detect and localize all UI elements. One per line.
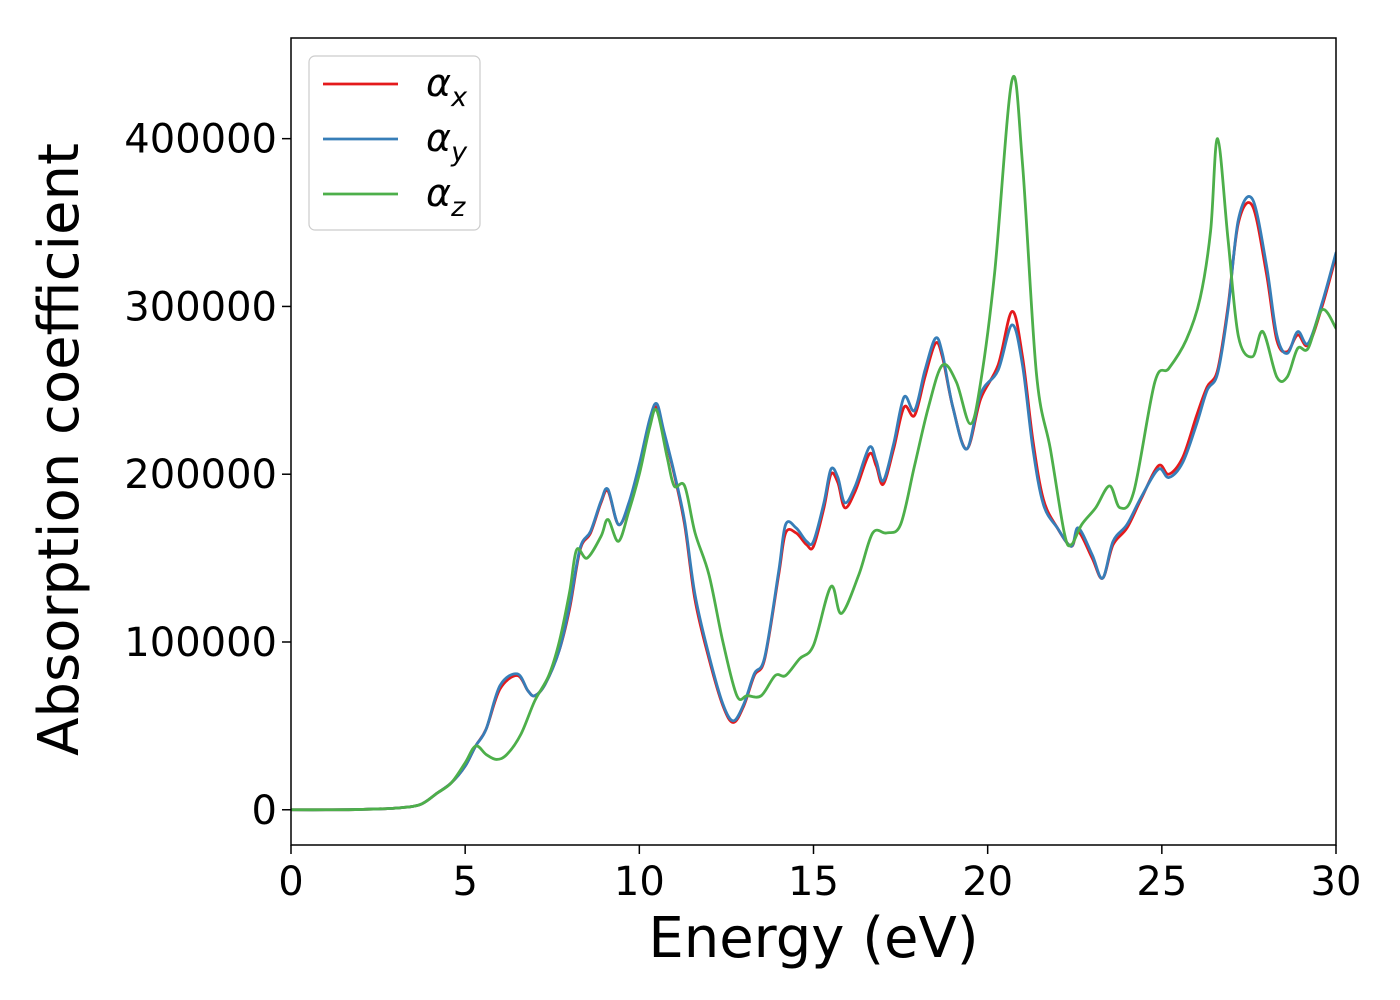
x-tick-label: 30 [1311, 859, 1362, 905]
x-tick-label: 20 [962, 859, 1013, 905]
y-axis-ticks: 0 100000 200000 300000 400000 [124, 117, 291, 834]
x-tick-label: 15 [788, 859, 839, 905]
legend-label-x: αx [426, 61, 468, 113]
y-tick-label: 300000 [124, 284, 277, 330]
x-tick-label: 25 [1136, 859, 1187, 905]
series-line-x [291, 201, 1336, 812]
series-line-y [291, 195, 1336, 812]
y-tick-label: 0 [252, 788, 277, 834]
y-tick-label: 100000 [124, 620, 277, 666]
x-tick-label: 5 [452, 859, 477, 905]
series-line-z [291, 75, 1336, 812]
x-axis-label: Energy (eV) [648, 906, 978, 971]
series-lines [291, 75, 1336, 812]
y-tick-label: 400000 [124, 117, 277, 163]
x-tick-label: 0 [278, 859, 303, 905]
x-tick-label: 10 [614, 859, 665, 905]
legend-label-y: αy [426, 116, 468, 168]
legend-box [308, 55, 481, 231]
y-axis-label: Absorption coefficient [27, 143, 92, 756]
legend-label-z: αz [426, 171, 466, 223]
x-axis-ticks: 0 5 10 15 20 25 30 [278, 845, 1361, 905]
y-tick-label: 200000 [124, 452, 277, 498]
